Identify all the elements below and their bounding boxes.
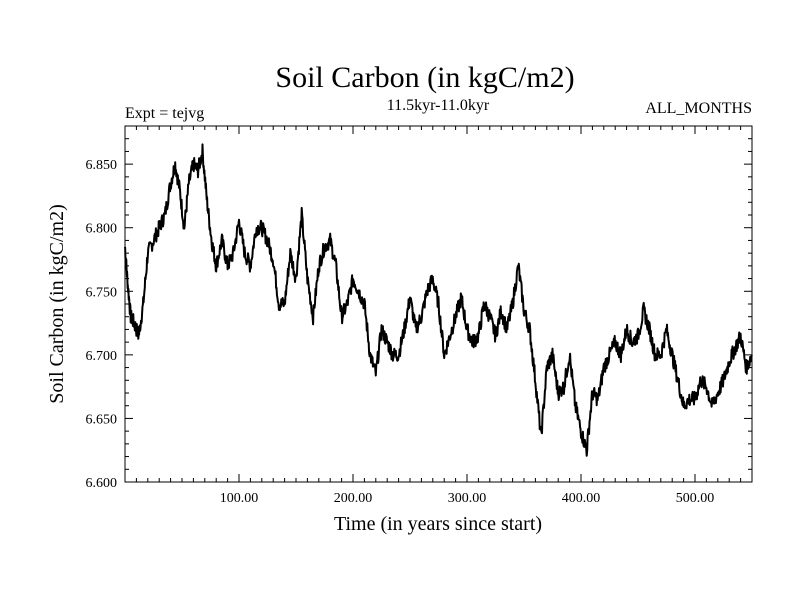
experiment-label: Expt = tejvg — [125, 105, 204, 122]
y-tick-label: 6.600 — [86, 476, 118, 491]
x-tick-label: 100.00 — [220, 491, 259, 506]
y-tick-label: 6.850 — [86, 158, 118, 173]
x-tick-label: 400.00 — [562, 491, 601, 506]
y-axis-label: Soil Carbon (in kgC/m2) — [46, 204, 68, 403]
axis-ticks — [125, 126, 752, 482]
y-tick-label: 6.700 — [86, 349, 118, 364]
y-tick-label: 6.750 — [86, 285, 118, 300]
x-tick-label: 200.00 — [334, 491, 373, 506]
x-tick-label: 500.00 — [676, 491, 715, 506]
y-tick-label: 6.650 — [86, 412, 118, 427]
x-axis-label: Time (in years since start) — [334, 513, 542, 535]
plot-frame — [124, 125, 753, 483]
chart-subtitle: 11.5kyr-11.0kyr — [387, 97, 490, 114]
series-line — [124, 143, 753, 457]
y-tick-label: 6.800 — [86, 222, 118, 237]
months-label: ALL_MONTHS — [645, 100, 752, 117]
x-tick-label: 300.00 — [448, 491, 487, 506]
chart-title: Soil Carbon (in kgC/m2) — [275, 61, 574, 94]
tick-labels: 100.00 200.00 300.00 400.00 500.00 6.600 6.650… — [86, 158, 715, 506]
